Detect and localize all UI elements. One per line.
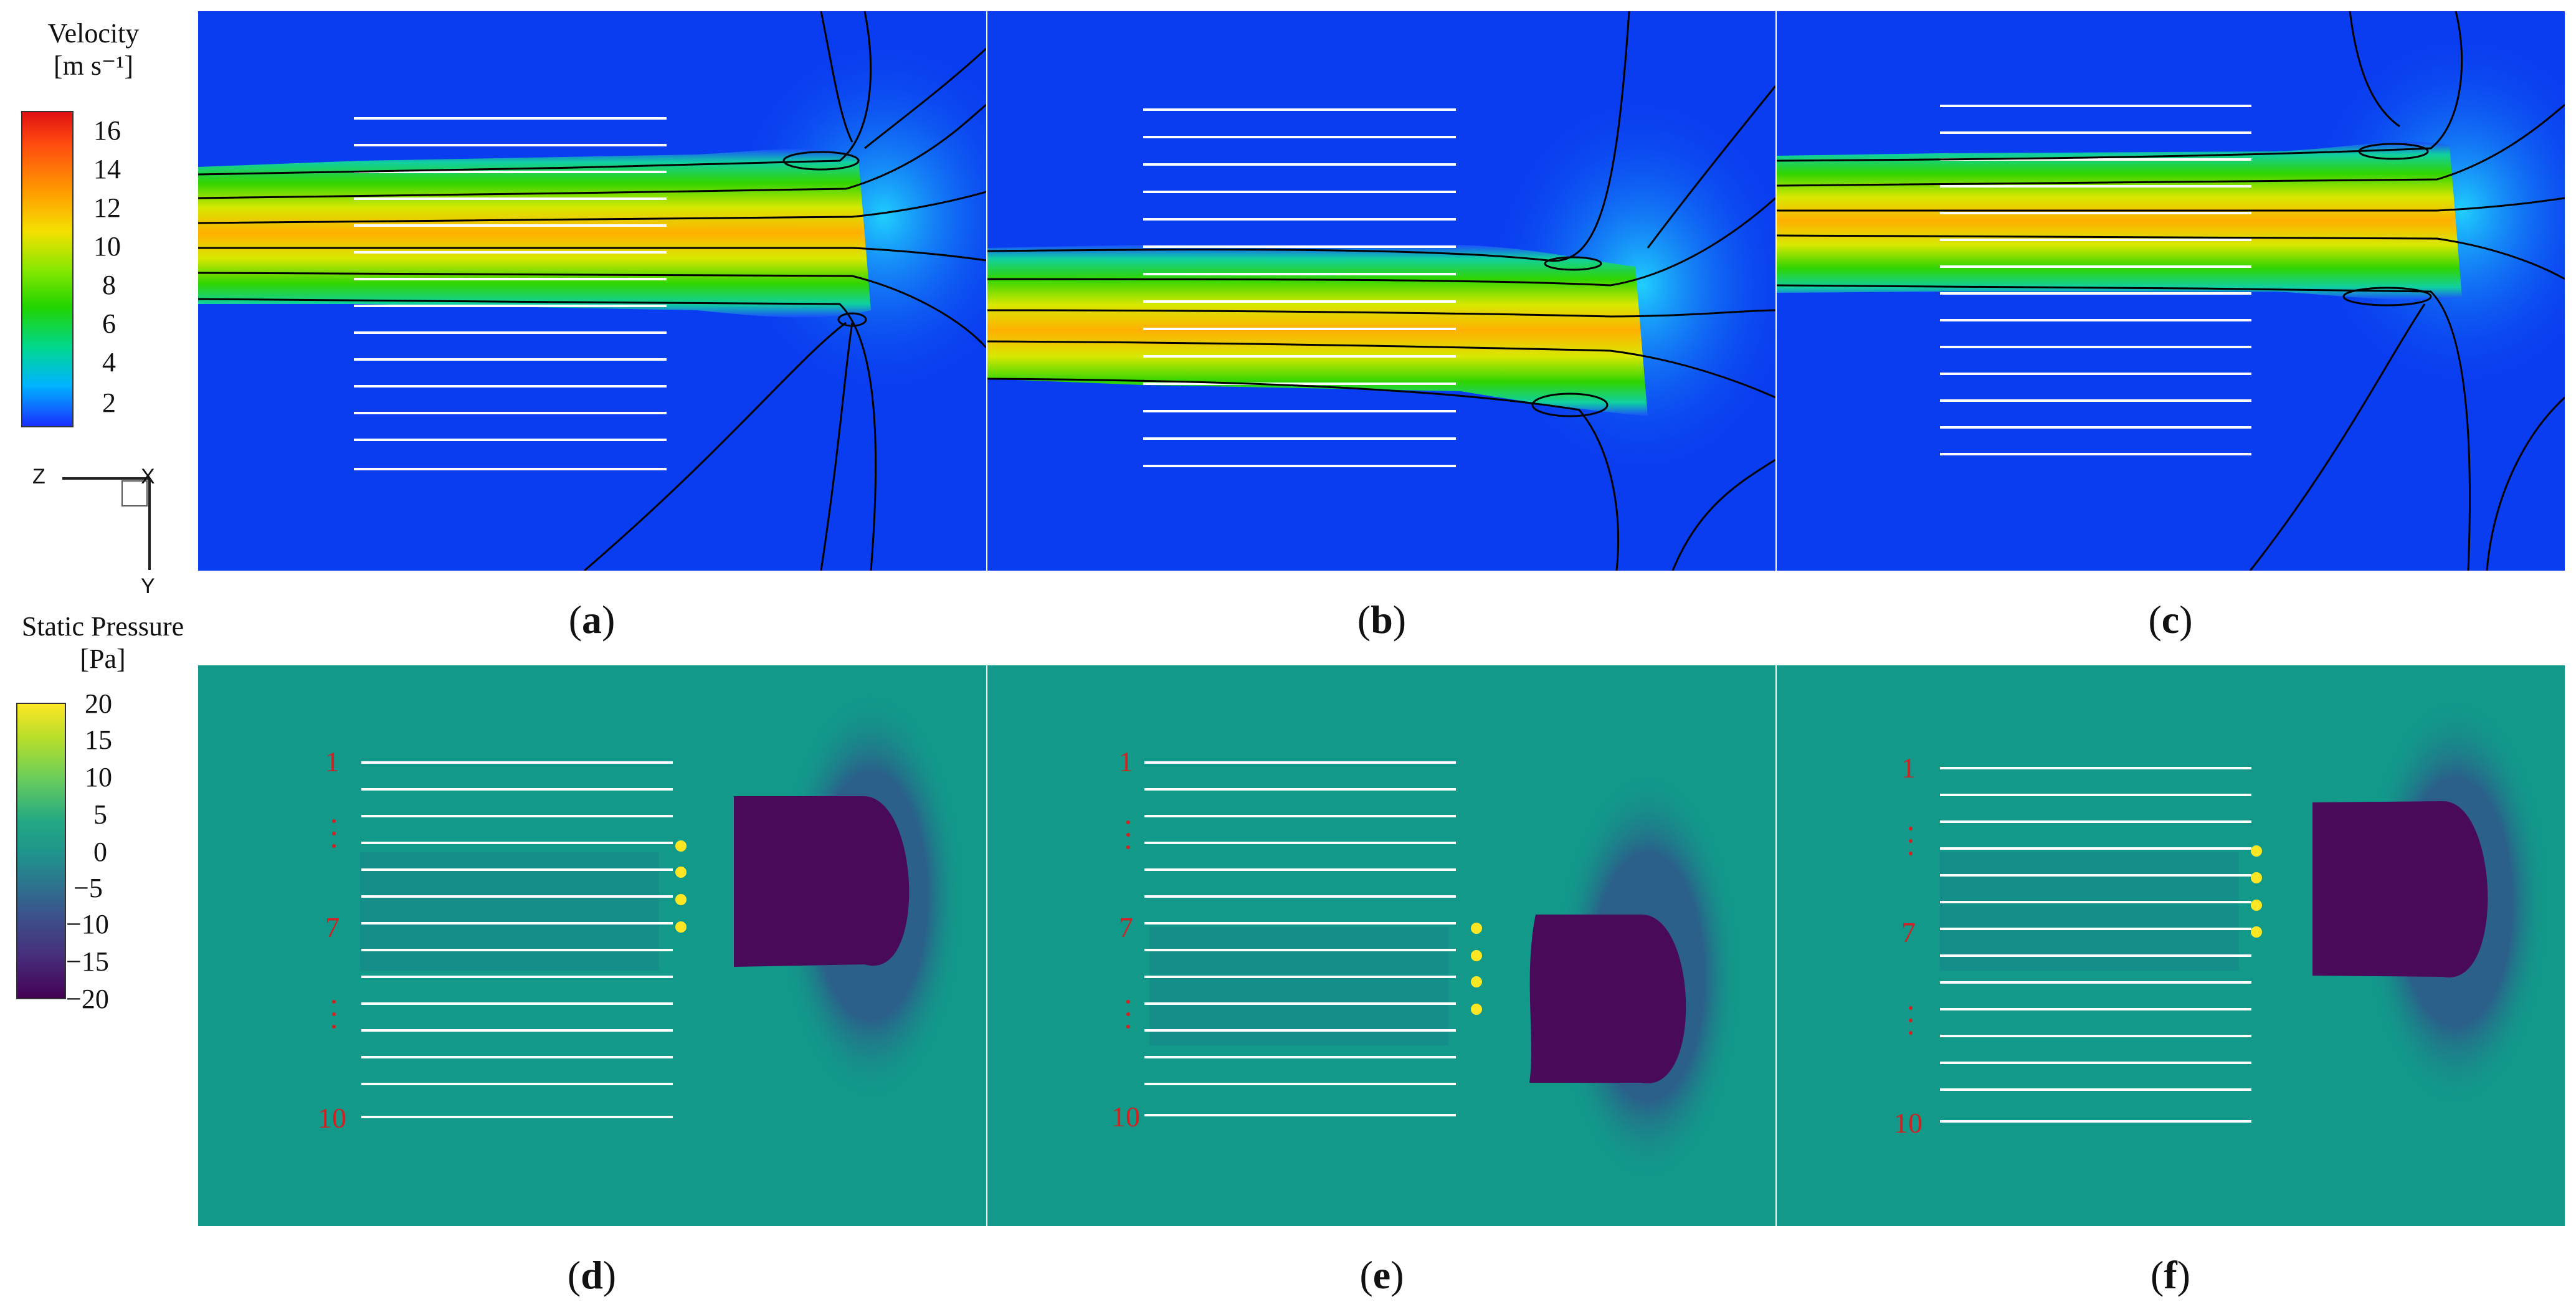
pressure-tick: 5 [93,799,107,830]
caption-letter: d [581,1253,603,1297]
row-label-middle: 7 [1119,911,1133,943]
pressure-tick: 15 [85,725,112,755]
caption-paren: ) [1392,597,1407,642]
velocity-legend-unit: [m s⁻¹] [53,50,134,81]
axis-z-label: Z [32,465,45,488]
velocity-tick: 8 [102,270,116,300]
caption-letter: a [582,597,602,642]
caption-f: (f) [2108,1252,2233,1298]
caption-paren: ) [602,1253,617,1297]
velocity-tick: 4 [102,347,116,378]
caption-paren: ) [2177,1253,2190,1297]
row-label-middle: 7 [325,911,340,943]
pressure-tick: −5 [74,873,103,903]
pressure-tick: −20 [66,984,109,1014]
velocity-legend-title: Velocity [m s⁻¹] [12,17,174,82]
axis-y-label: Y [141,574,155,598]
caption-a: (a) [530,597,654,643]
caption-paren: ( [1359,1253,1373,1297]
caption-letter: c [2161,597,2180,642]
pressure-panel-d [198,665,986,1226]
axis-triad-lines [62,477,151,570]
pressure-field-e [987,665,1775,1226]
velocity-panel-b [987,11,1775,571]
pressure-colorbar [16,703,66,999]
velocity-tick: 14 [93,154,121,184]
velocity-legend-title-line1: Velocity [47,18,140,49]
velocity-tick: 2 [102,387,116,418]
pressure-tick: 20 [85,688,112,719]
pressure-tick: 0 [93,837,107,867]
pressure-legend-title-line1: Static Pressure [21,611,184,642]
row-label-last: 10 [318,1102,346,1134]
pressure-tick: −10 [66,909,109,939]
row-label-first: 1 [1119,746,1133,777]
velocity-field-c [1777,11,2565,571]
pressure-legend-title: Static Pressure [Pa] [0,611,206,675]
caption-paren: ) [2179,597,2193,642]
row-label-last: 10 [1894,1107,1922,1139]
velocity-colorbar [21,111,74,427]
axis-x-label: X [141,465,155,488]
caption-paren: ) [602,597,615,642]
pressure-tick: −15 [66,946,109,977]
caption-paren: ( [2148,597,2162,642]
row-label-middle: 7 [1901,916,1916,948]
velocity-panel-a [198,11,986,571]
caption-letter: f [2164,1253,2177,1297]
row-label-last: 10 [1111,1101,1140,1133]
caption-e: (e) [1319,1252,1444,1298]
pressure-legend-unit: [Pa] [80,643,126,674]
pressure-tick: 10 [85,762,112,792]
velocity-tick: 12 [93,193,121,223]
velocity-field-a [198,11,986,571]
row-label-first: 1 [325,746,340,777]
caption-paren: ( [568,597,582,642]
caption-letter: e [1372,1253,1391,1297]
velocity-panel-c [1777,11,2565,571]
caption-paren: ( [567,1253,581,1297]
velocity-field-b [987,11,1775,571]
pressure-field-d [198,665,986,1226]
pressure-panel-f [1777,665,2565,1226]
velocity-tick: 10 [93,231,121,262]
caption-paren: ( [2151,1253,2164,1297]
caption-paren: ( [1357,597,1371,642]
row-label-first: 1 [1901,752,1916,784]
pressure-panel-e [987,665,1775,1226]
velocity-tick: 6 [102,308,116,339]
caption-b: (b) [1319,597,1444,643]
caption-d: (d) [530,1252,654,1298]
caption-c: (c) [2108,597,2233,643]
velocity-tick: 16 [93,115,121,146]
caption-letter: b [1371,597,1393,642]
pressure-field-f [1777,665,2565,1226]
caption-paren: ) [1390,1253,1404,1297]
